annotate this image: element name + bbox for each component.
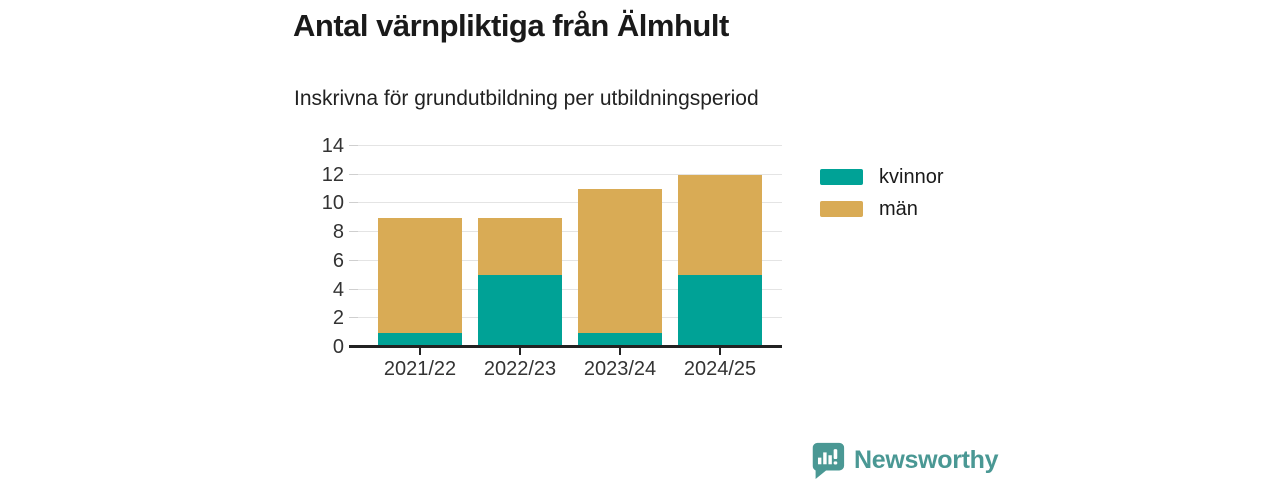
- bar-chart-speech-bubble-icon: [812, 442, 845, 479]
- gridline-y-6: [358, 259, 782, 261]
- gridline-y-4: [358, 288, 782, 290]
- newsworthy-logo: Newsworthy: [808, 441, 999, 479]
- gridline-y-14: [358, 145, 782, 146]
- y-axis-tick-label: 14: [321, 135, 344, 157]
- y-axis-tick-label: 8: [332, 221, 344, 244]
- bar-segment-kvinnor: [378, 332, 462, 347]
- chart-subtitle: Inskrivna för grundutbildning per utbild…: [294, 87, 759, 110]
- bar-segment-kvinnor: [578, 332, 662, 347]
- y-axis-tick-label: 2: [332, 307, 344, 330]
- x-axis-tick: [519, 348, 521, 355]
- y-axis-tick-label: 6: [332, 249, 344, 272]
- bar-segment-män: [678, 174, 762, 276]
- gridline-y-2: [358, 317, 782, 319]
- gridline-y-10: [358, 202, 782, 204]
- y-axis-tick: [349, 173, 358, 175]
- bar-segment-män: [478, 217, 562, 276]
- x-axis-tick: [719, 348, 721, 355]
- y-axis-tick: [349, 317, 358, 319]
- x-axis-category-label: 2023/24: [583, 358, 657, 380]
- legend-item-kvinnor: kvinnor: [820, 166, 943, 188]
- legend-label-män: män: [879, 197, 918, 220]
- y-axis-tick: [349, 288, 358, 290]
- y-axis-tick: [349, 259, 358, 261]
- legend-item-män: män: [820, 198, 943, 220]
- legend-swatch-kvinnor: [820, 169, 863, 185]
- legend-label-kvinnor: kvinnor: [879, 165, 944, 188]
- chart-title: Antal värnpliktiga från Älmhult: [293, 8, 729, 43]
- stacked-bar-plot-area: 0 2 4 6 8 10 12 14 2021/22 2022/23 2023/24 2024/25: [322, 135, 782, 380]
- y-axis-tick: [349, 145, 358, 146]
- newsworthy-logo-text: Newsworthy: [854, 445, 999, 474]
- x-axis-category-label: 2022/23: [483, 358, 557, 380]
- bar-segment-kvinnor: [678, 275, 762, 347]
- chart-legend: kvinnor män: [820, 166, 943, 230]
- x-axis-category-label: 2024/25: [683, 358, 757, 380]
- x-axis-line: [349, 345, 782, 348]
- y-axis-tick-label: 12: [321, 163, 344, 186]
- y-axis-tick: [349, 231, 358, 233]
- x-axis-tick: [619, 348, 621, 355]
- y-axis-tick-label: 4: [332, 278, 344, 301]
- x-axis-tick: [419, 348, 421, 355]
- y-axis-tick-label: 0: [332, 336, 344, 358]
- y-axis-tick: [349, 202, 358, 204]
- y-axis-tick-label: 10: [321, 192, 344, 215]
- x-axis-category-label: 2021/22: [383, 358, 457, 380]
- bar-segment-kvinnor: [478, 275, 562, 347]
- bar-segment-män: [578, 189, 662, 333]
- legend-swatch-män: [820, 201, 863, 217]
- gridline-y-8: [358, 231, 782, 233]
- bar-segment-män: [378, 217, 462, 333]
- gridline-y-12: [358, 173, 782, 175]
